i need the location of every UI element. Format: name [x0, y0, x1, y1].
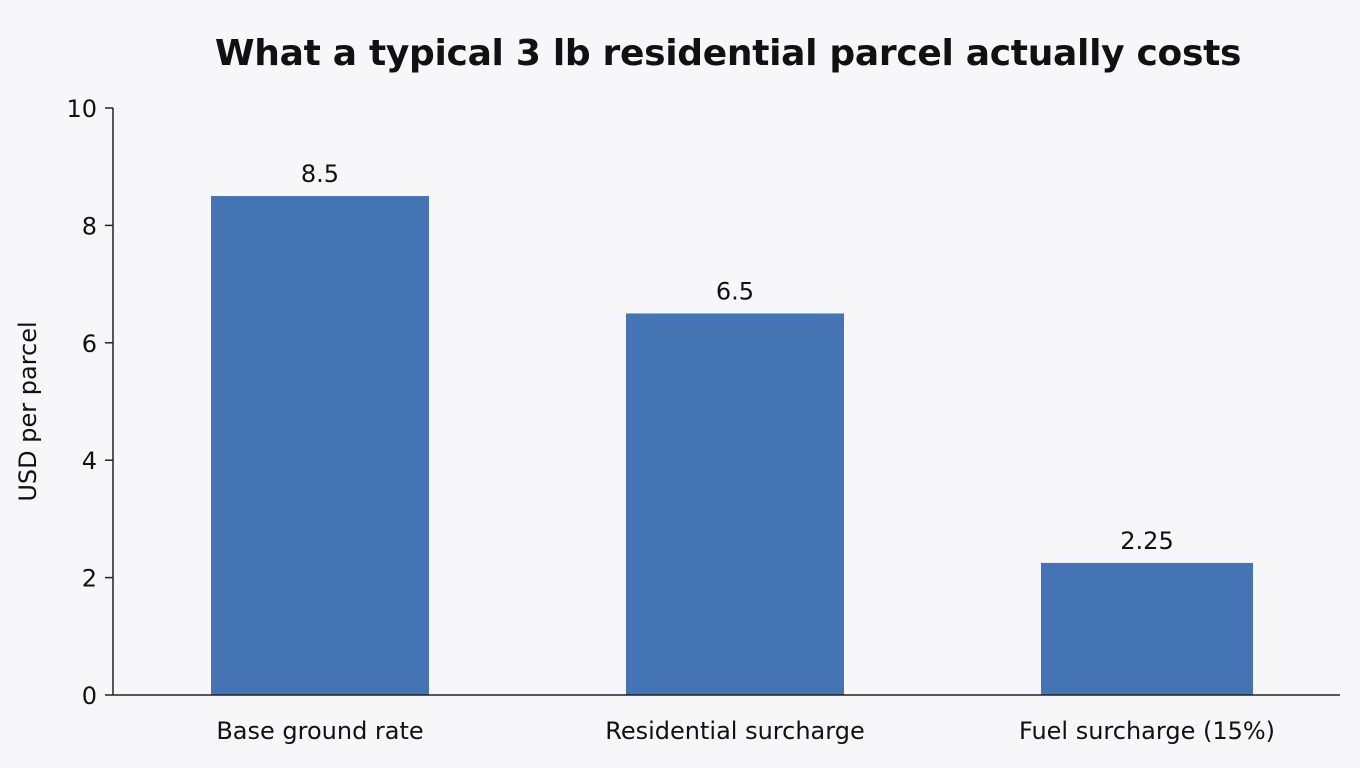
value-labels: 8.5 6.5 2.25	[301, 160, 1174, 555]
y-ticks: 0 2 4 6 8 10	[66, 95, 113, 710]
category-label: Residential surcharge	[605, 717, 864, 745]
bar-value-label: 6.5	[716, 277, 754, 305]
bar	[1041, 562, 1253, 695]
bar	[211, 196, 429, 696]
chart-title: What a typical 3 lb residential parcel a…	[214, 33, 1242, 74]
category-label: Base ground rate	[216, 717, 423, 745]
bar	[626, 313, 844, 695]
y-tick-label: 2	[82, 565, 97, 593]
bar-value-label: 8.5	[301, 160, 339, 188]
y-tick-label: 4	[82, 447, 97, 475]
y-tick-label: 0	[82, 682, 97, 710]
category-labels: Base ground rate Residential surcharge Fue…	[216, 717, 1275, 745]
y-tick-label: 8	[82, 212, 97, 240]
bar-value-label: 2.25	[1120, 527, 1173, 555]
category-label: Fuel surcharge (15%)	[1019, 717, 1275, 745]
bars-layer	[211, 196, 1253, 696]
y-axis-title: USD per parcel	[14, 321, 42, 501]
axes-layer	[112, 108, 1340, 696]
y-tick-label: 10	[66, 95, 97, 123]
y-tick-label: 6	[82, 330, 97, 358]
